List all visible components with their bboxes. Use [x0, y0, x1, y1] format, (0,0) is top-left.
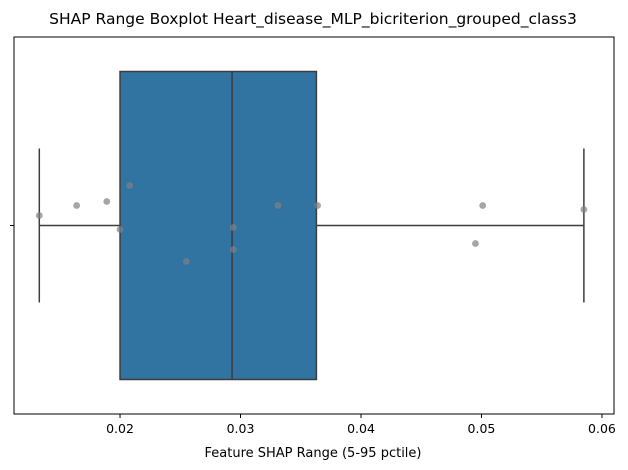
x-axis-label: Feature SHAP Range (5-95 pctile)	[205, 446, 422, 461]
data-point-10	[472, 240, 479, 247]
iqr-box	[119, 70, 318, 381]
data-point-3	[116, 226, 124, 233]
data-point-8	[274, 202, 282, 209]
data-point-1	[73, 202, 81, 209]
x-tick-label-2: 0.04	[347, 421, 375, 436]
data-point-2	[103, 198, 111, 205]
data-point-11	[479, 202, 487, 209]
data-point-9	[314, 202, 322, 209]
x-tick-label-0: 0.02	[106, 421, 134, 436]
data-point-7	[229, 246, 237, 253]
plot-area: 0.02 0.03 0.04 0.05 0.06	[10, 36, 616, 436]
chart-title: SHAP Range Boxplot Heart_disease_MLP_bic…	[49, 10, 577, 29]
x-tick-label-3: 0.05	[468, 421, 496, 436]
x-tick-label-4: 0.06	[588, 421, 616, 436]
x-tick-label-1: 0.03	[227, 421, 255, 436]
data-point-4	[126, 182, 134, 189]
data-point-6	[229, 224, 237, 231]
data-point-12	[580, 206, 588, 213]
data-point-0	[35, 212, 43, 219]
data-point-5	[182, 258, 190, 265]
